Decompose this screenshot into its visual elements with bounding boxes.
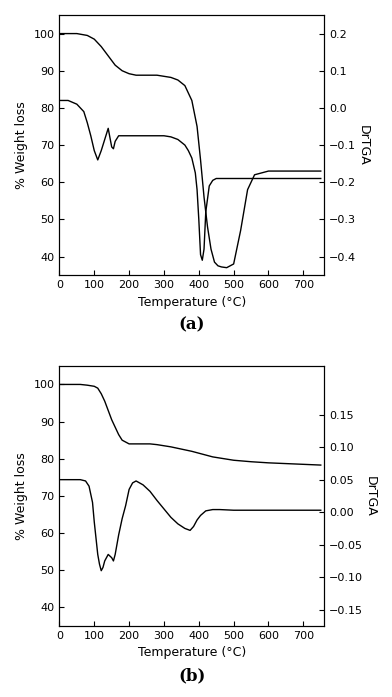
- X-axis label: Temperature (°C): Temperature (°C): [138, 296, 246, 309]
- Y-axis label: % Weight loss: % Weight loss: [15, 101, 28, 189]
- Y-axis label: DrTGA: DrTGA: [357, 125, 370, 165]
- Text: (b): (b): [178, 668, 205, 684]
- Y-axis label: DrTGA: DrTGA: [364, 475, 377, 516]
- Y-axis label: % Weight loss: % Weight loss: [15, 452, 28, 539]
- X-axis label: Temperature (°C): Temperature (°C): [138, 646, 246, 659]
- Text: (a): (a): [179, 316, 205, 334]
